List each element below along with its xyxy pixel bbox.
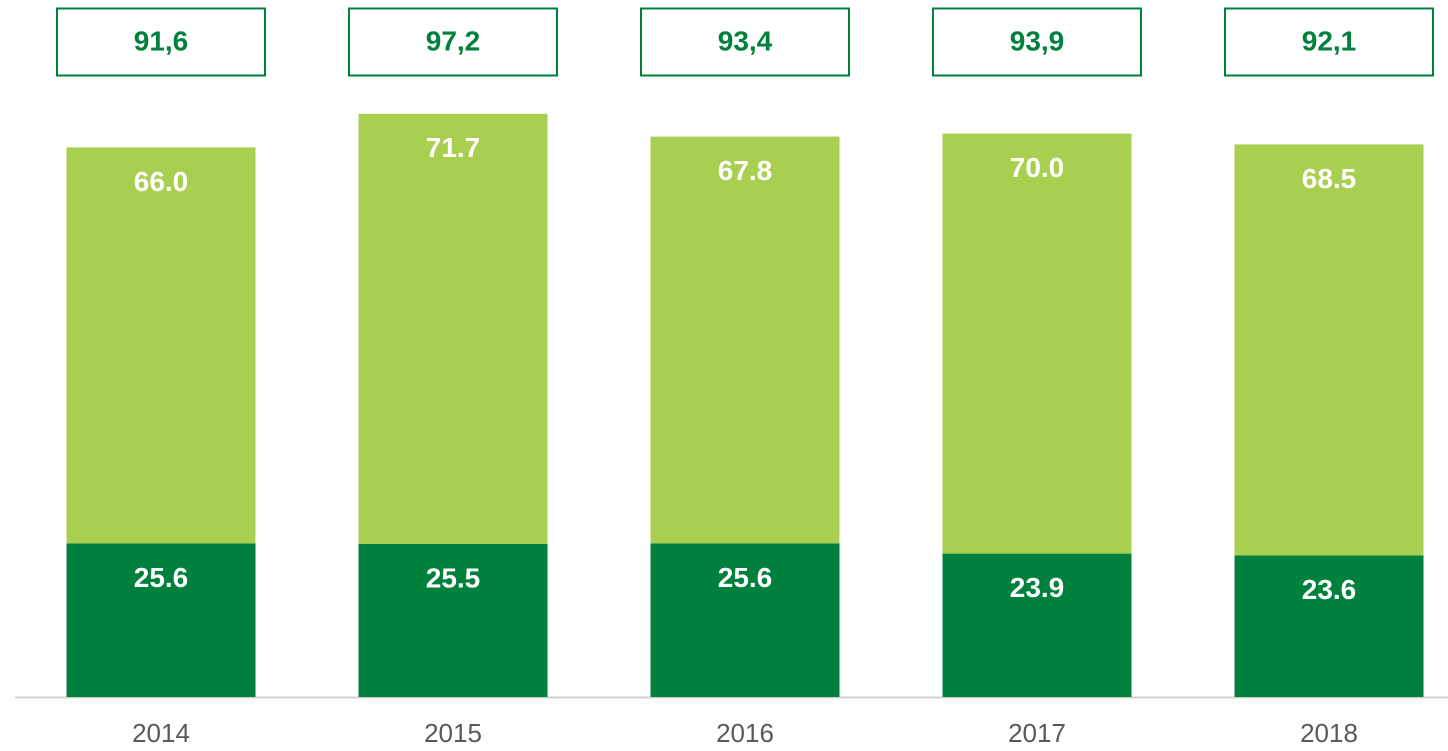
segment-label: 25.6 — [718, 562, 773, 593]
total-box — [640, 7, 850, 77]
bar-segment — [650, 136, 840, 544]
segment-label: 68.5 — [1302, 163, 1357, 194]
segment-label: 67.8 — [718, 155, 773, 186]
bar-segment — [650, 543, 840, 697]
bar-segment — [358, 113, 548, 545]
bar-segment — [66, 147, 256, 544]
x-tick-label: 2018 — [1300, 718, 1358, 748]
x-tick-label: 2017 — [1008, 718, 1066, 748]
segment-label: 23.9 — [1010, 572, 1065, 603]
bar-segment — [1234, 555, 1424, 697]
total-label: 92,1 — [1302, 25, 1357, 56]
segment-label: 70.0 — [1010, 152, 1065, 183]
x-tick-label: 2014 — [132, 718, 190, 748]
bar-segment — [942, 133, 1132, 554]
segment-label: 66.0 — [134, 166, 189, 197]
x-tick-label: 2015 — [424, 718, 482, 748]
segment-label: 23.6 — [1302, 574, 1357, 605]
segment-label: 25.6 — [134, 562, 189, 593]
x-tick-label: 2016 — [716, 718, 774, 748]
total-box — [348, 7, 558, 77]
total-label: 93,4 — [718, 25, 773, 56]
total-box — [56, 7, 266, 77]
total-label: 93,9 — [1010, 25, 1065, 56]
total-label: 91,6 — [134, 25, 189, 56]
bar-segment — [358, 544, 548, 697]
bar-segment — [942, 553, 1132, 697]
bar-segment — [1234, 144, 1424, 556]
bar-segment — [66, 543, 256, 697]
total-box — [1224, 7, 1434, 77]
segment-label: 25.5 — [426, 562, 481, 593]
segment-label: 71.7 — [426, 132, 481, 163]
total-box — [932, 7, 1142, 77]
total-label: 97,2 — [426, 25, 481, 56]
